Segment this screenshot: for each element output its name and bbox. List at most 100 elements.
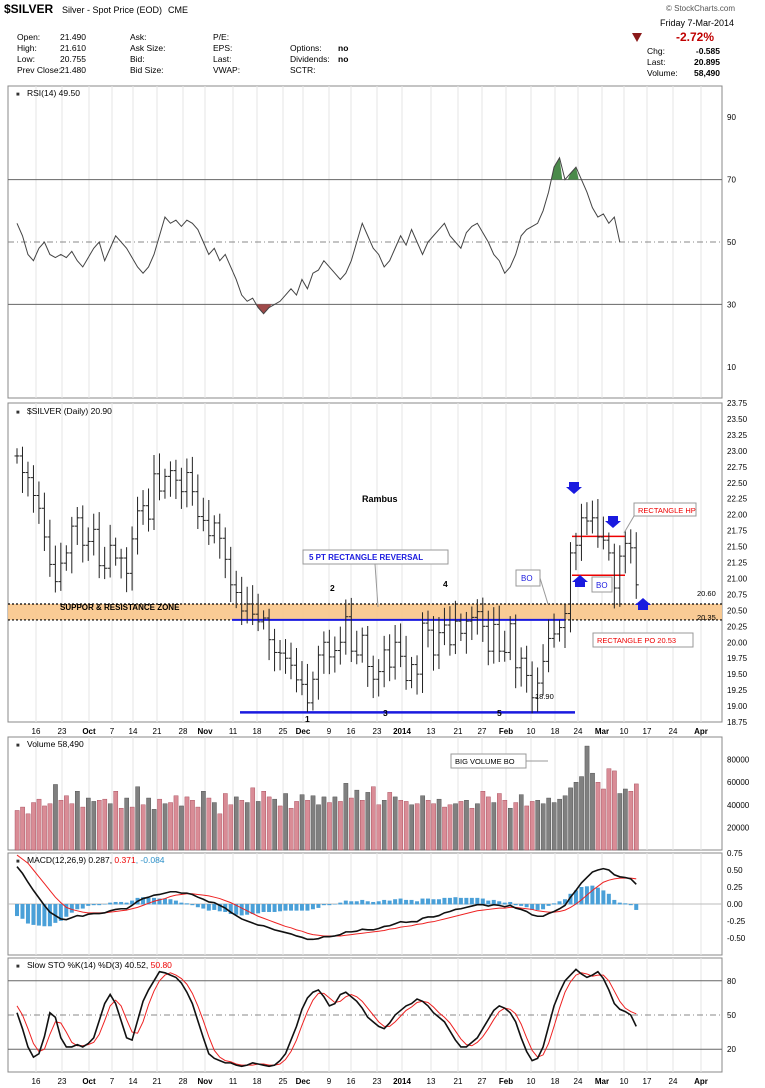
volume-bar bbox=[277, 805, 283, 851]
header-label: VWAP: bbox=[213, 65, 240, 75]
volume-bar bbox=[162, 803, 168, 851]
macd-histogram-bar bbox=[321, 904, 326, 906]
sto-title-k: 40.52, bbox=[125, 960, 151, 970]
header-label: Ask: bbox=[130, 32, 147, 42]
header-label: Ask Size: bbox=[130, 43, 165, 53]
down-triangle-icon bbox=[632, 33, 642, 42]
volume-bar bbox=[480, 791, 486, 851]
price-tick: 20.25 bbox=[727, 622, 748, 631]
macd-histogram-bar bbox=[234, 904, 239, 915]
header-label: Bid Size: bbox=[130, 65, 164, 75]
macd-histogram-bar bbox=[250, 904, 255, 915]
macd-histogram-bar bbox=[119, 901, 124, 905]
volume-bar bbox=[601, 788, 606, 851]
volume-bar bbox=[179, 805, 184, 851]
x-tick-bottom: Dec bbox=[296, 1077, 311, 1086]
header-value: -0.585 bbox=[696, 46, 720, 56]
volume-bar bbox=[343, 783, 349, 851]
volume-bar bbox=[354, 789, 360, 851]
x-tick: 23 bbox=[58, 727, 67, 736]
x-tick-bottom: 21 bbox=[454, 1077, 463, 1086]
panel-frame-px bbox=[7, 402, 723, 723]
volume-bar bbox=[217, 813, 223, 851]
volume-bar bbox=[371, 786, 376, 851]
x-tick: 13 bbox=[427, 727, 436, 736]
volume-bar bbox=[206, 797, 212, 851]
macd-histogram-bar bbox=[80, 904, 85, 909]
rsi-extreme-fill bbox=[551, 157, 563, 180]
x-tick: 18 bbox=[253, 727, 262, 736]
volume-bar bbox=[573, 782, 579, 851]
macd-histogram-bar bbox=[365, 901, 370, 905]
volume-bar bbox=[453, 803, 458, 851]
volume-bar bbox=[392, 796, 398, 851]
x-tick: 18 bbox=[551, 727, 560, 736]
macd-title: MACD(12,26,9) 0.287, 0.371, -0.084 bbox=[27, 855, 165, 865]
macd-histogram-bar bbox=[371, 901, 376, 905]
macd-histogram-bar bbox=[228, 904, 233, 915]
x-tick: Dec bbox=[296, 727, 311, 736]
x-tick-bottom: 24 bbox=[574, 1077, 583, 1086]
volume-bar bbox=[118, 807, 124, 851]
header-label: Chg: bbox=[647, 46, 665, 56]
macd-histogram-bar bbox=[513, 904, 518, 906]
price-title: $SILVER (Daily) 20.90 bbox=[27, 406, 112, 416]
macd-histogram-bar bbox=[162, 898, 167, 905]
volume-bar bbox=[502, 800, 508, 851]
macd-histogram-bar bbox=[475, 897, 480, 905]
annotation-rectangle-hp: RECTANGLE HP bbox=[638, 506, 696, 515]
volume-bar bbox=[107, 803, 113, 851]
macd-histogram-bar bbox=[420, 898, 425, 905]
macd-histogram-bar bbox=[195, 904, 200, 908]
header-label: SCTR: bbox=[290, 65, 316, 75]
volume-bar bbox=[135, 786, 140, 851]
price-tick: 23.00 bbox=[727, 447, 748, 456]
header-label: Last: bbox=[213, 54, 231, 64]
macd-histogram-bar bbox=[606, 893, 611, 905]
macd-signal-line bbox=[16, 854, 637, 937]
volume-bar bbox=[568, 787, 573, 851]
volume-bar bbox=[69, 803, 75, 851]
x-tick-bottom: 25 bbox=[279, 1077, 288, 1086]
volume-bar bbox=[540, 803, 546, 851]
macd-tick: 0.75 bbox=[727, 849, 743, 858]
macd-histogram-bar bbox=[519, 904, 524, 906]
volume-bar bbox=[409, 804, 414, 851]
volume-bar bbox=[513, 802, 519, 851]
macd-histogram-bar bbox=[201, 904, 206, 909]
symbol: $SILVER bbox=[4, 2, 53, 16]
volume-bar bbox=[42, 805, 47, 851]
volume-bar bbox=[113, 791, 119, 851]
volume-bar bbox=[579, 776, 584, 851]
macd-histogram-bar bbox=[436, 899, 441, 905]
macd-histogram-bar bbox=[590, 885, 595, 905]
macd-histogram-bar bbox=[146, 897, 151, 905]
macd-histogram-bar bbox=[360, 899, 365, 905]
macd-histogram-bar bbox=[442, 897, 447, 905]
price-tick: 21.00 bbox=[727, 574, 748, 583]
volume-bar bbox=[239, 800, 245, 851]
change-pct: -2.72% bbox=[676, 30, 714, 44]
rsi-tick: 10 bbox=[727, 363, 736, 372]
macd-histogram-bar bbox=[486, 900, 491, 905]
macd-histogram-bar bbox=[53, 904, 58, 923]
panel-handle-icon: ■ bbox=[16, 859, 20, 865]
x-tick-bottom: 16 bbox=[347, 1077, 356, 1086]
x-tick: 24 bbox=[574, 727, 583, 736]
volume-bar bbox=[64, 795, 69, 851]
macd-histogram-bar bbox=[398, 898, 403, 905]
price-tick: 20.75 bbox=[727, 590, 748, 599]
price-tick: 23.25 bbox=[727, 431, 748, 440]
macd-histogram-bar bbox=[42, 904, 47, 927]
volume-bar bbox=[96, 800, 102, 851]
macd-histogram-bar bbox=[568, 893, 573, 905]
volume-bar bbox=[398, 800, 404, 851]
volume-bar bbox=[508, 807, 513, 851]
volume-bar bbox=[201, 791, 206, 851]
macd-histogram-bar bbox=[469, 897, 474, 905]
volume-bar bbox=[403, 801, 409, 851]
macd-histogram-bar bbox=[278, 904, 283, 912]
x-tick-bottom: Feb bbox=[499, 1077, 513, 1086]
volume-tick: 20000 bbox=[727, 823, 750, 832]
macd-histogram-bar bbox=[31, 904, 36, 925]
